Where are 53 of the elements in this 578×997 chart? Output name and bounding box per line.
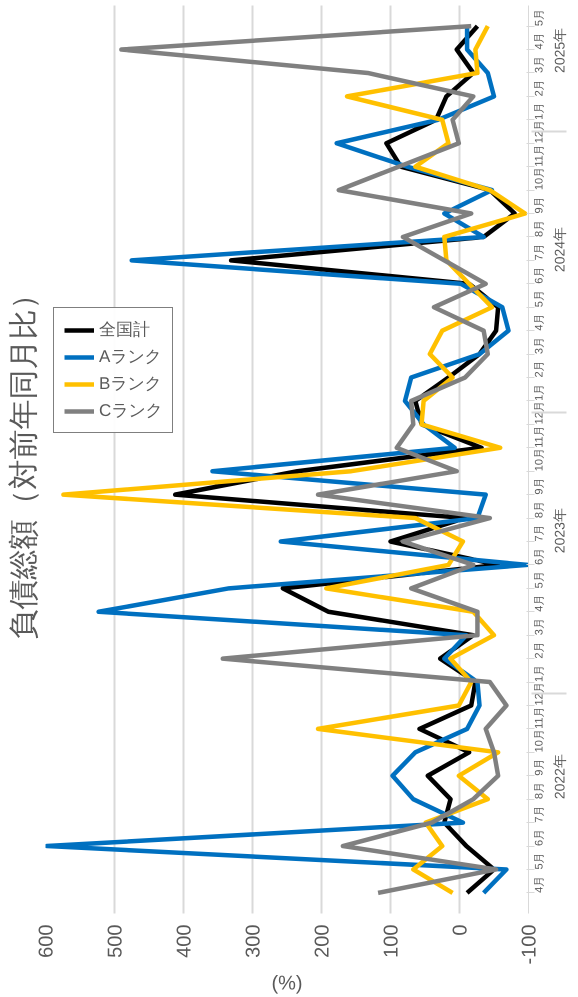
y-tick-label: 7月 xyxy=(534,243,546,260)
y-tick-label: 7月 xyxy=(534,524,546,542)
y-tick-label: 1月 xyxy=(534,664,546,682)
text: 2023年 xyxy=(552,508,568,554)
text: 2024年 xyxy=(552,226,568,272)
y-tick-label: 11月 xyxy=(534,144,546,167)
y-tick-label: 6月 xyxy=(534,828,546,846)
text: 2022年 xyxy=(552,754,568,800)
y-tick-label: 9月 xyxy=(534,758,546,776)
y-tick-label: 5月 xyxy=(534,571,546,588)
y-tick-label: 2月 xyxy=(534,360,546,378)
y-tick-label: 9月 xyxy=(534,196,546,214)
x-tick-label: 600 xyxy=(36,924,58,958)
y-tick-label: 4月 xyxy=(534,32,546,50)
y-tick-label: 11月 xyxy=(534,425,546,448)
x-tick-label: 500 xyxy=(104,924,126,958)
y-tick-label: 10月 xyxy=(534,729,546,752)
y-tick-label: 3月 xyxy=(534,336,546,354)
y-tick-label: 1月 xyxy=(534,102,546,120)
y-tick-label: 8月 xyxy=(534,500,546,518)
y-tick-label: 3月 xyxy=(534,618,546,636)
text: 2025年 xyxy=(552,28,568,73)
y-tick-label: 8月 xyxy=(534,782,546,800)
y-tick-label: 2月 xyxy=(534,79,546,96)
y-tick-label: 6月 xyxy=(534,266,546,284)
y-tick-label: 4月 xyxy=(534,594,546,612)
x-tick-label: 100 xyxy=(380,924,402,958)
y-tick-label: 10月 xyxy=(534,448,546,472)
y-tick-label: 6月 xyxy=(534,548,546,565)
x-tick-label: 200 xyxy=(312,924,334,958)
y-tick-label: 5月 xyxy=(534,290,546,308)
x-tick-label: -100 xyxy=(518,924,540,965)
x-axis-title: (%) xyxy=(271,972,303,995)
y-tick-label: 11月 xyxy=(534,706,546,729)
legend-label: Aランク xyxy=(99,346,162,368)
y-tick-label: 7月 xyxy=(534,805,546,823)
legend-label: 全国計 xyxy=(99,319,150,341)
y-tick-label: 4月 xyxy=(534,876,546,893)
text: 負債総額（対前年同月比） xyxy=(8,280,40,640)
x-tick-label: 400 xyxy=(174,924,196,958)
y-tick-label: 5月 xyxy=(534,852,546,870)
legend-label: Bランク xyxy=(99,373,162,395)
y-tick-label: 8月 xyxy=(534,220,546,237)
x-tick-label: 0 xyxy=(450,924,472,936)
y-tick-label: 9月 xyxy=(534,478,546,495)
y-tick-label: 1月 xyxy=(534,384,546,401)
y-tick-label: 4月 xyxy=(534,314,546,331)
y-tick-label: 3月 xyxy=(534,56,546,73)
x-tick-label: 300 xyxy=(242,924,264,958)
legend-label: Cランク xyxy=(99,400,162,422)
y-tick-label: 5月 xyxy=(534,8,546,26)
y-tick-label: 10月 xyxy=(534,166,546,190)
y-tick-label: 2月 xyxy=(534,642,546,659)
